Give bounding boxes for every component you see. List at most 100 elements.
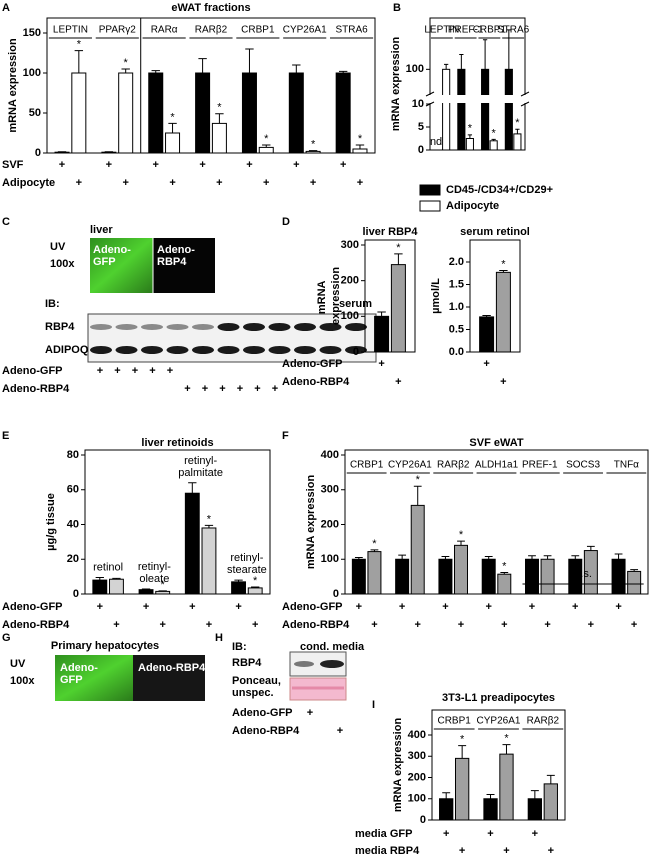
sign: + (143, 601, 149, 613)
error-bar (158, 590, 167, 592)
sign: + (356, 601, 362, 613)
sign: + (458, 619, 464, 631)
chart-title: liver RBP4 (362, 226, 418, 238)
bar (395, 558, 410, 595)
y-tick-label: 0 (73, 588, 79, 600)
category-label: retinyl-oleate (138, 561, 171, 585)
annotation: * (502, 560, 507, 572)
bar (258, 146, 274, 154)
label: RBP4 (45, 321, 75, 333)
sign: + (246, 159, 252, 171)
label: UV (50, 241, 66, 253)
y-axis-label: mRNA expression (390, 37, 402, 132)
error-bar (491, 138, 496, 141)
error-bar (484, 555, 493, 560)
band (217, 323, 240, 331)
error-bar (141, 588, 151, 590)
sign: + (572, 601, 578, 613)
label: serum (339, 298, 372, 310)
bar (454, 757, 470, 821)
sign: + (169, 177, 175, 189)
y-tick-label: 100 (408, 793, 426, 805)
label: IB: (45, 298, 60, 310)
category-label: RARβ2 (527, 716, 560, 727)
label: ADIPOQ (45, 344, 89, 356)
category-label: PPARγ2 (99, 25, 136, 36)
error-bar (546, 774, 555, 784)
y-tick-label: 0.5 (449, 323, 464, 335)
row-label: SVF (2, 159, 24, 171)
annotation: * (416, 474, 421, 486)
sign: + (235, 601, 241, 613)
bar (138, 589, 154, 595)
error-bar (614, 553, 623, 560)
row-label: Adeno-RBP4 (2, 619, 70, 631)
error-bar (377, 311, 386, 317)
band (268, 346, 291, 354)
annotation: * (459, 529, 464, 541)
error-bar (292, 64, 301, 73)
bar (481, 558, 496, 595)
sign: + (615, 601, 621, 613)
band (319, 346, 342, 354)
bar (201, 527, 217, 595)
bands (90, 323, 367, 354)
y-tick-label: 1.5 (449, 278, 464, 290)
y-tick-label: 0.0 (449, 346, 464, 358)
y-tick-label: 150 (23, 27, 41, 39)
label: IB: (232, 641, 247, 653)
category-label: LEPTIN (424, 25, 459, 36)
error-bar (515, 128, 520, 134)
plot-frame (344, 449, 649, 595)
annotation: * (396, 242, 401, 254)
legend-swatch (419, 184, 441, 196)
y-tick-label: 0 (35, 147, 41, 159)
plot-frame (84, 449, 271, 595)
chart-title: 3T3-L1 preadipocytes (442, 692, 555, 704)
y-tick-label: 10 (412, 98, 424, 110)
bar (195, 72, 211, 154)
chart-title: serum retinol (460, 226, 530, 238)
label: Adeno-GFP (2, 365, 63, 377)
bar (499, 753, 514, 821)
error-bar (441, 555, 450, 560)
break-mark (520, 91, 530, 107)
sign: + (184, 383, 190, 395)
chart-title: eWAT fractions (171, 2, 250, 14)
chart-title: liver retinoids (141, 437, 213, 449)
plot-frame (431, 709, 566, 821)
sign: + (202, 383, 208, 395)
y-tick-label: 300 (408, 750, 426, 762)
bar (165, 132, 181, 154)
bar (495, 271, 511, 353)
y-tick-label: 5 (418, 121, 424, 133)
category-label: STRA6 (335, 25, 368, 36)
row-label: Adipocyte (2, 177, 55, 189)
band (166, 324, 189, 330)
error-bar (571, 555, 580, 560)
bar (457, 68, 466, 151)
y-tick-label: 40 (67, 518, 79, 530)
bar (247, 587, 263, 595)
y-tick-label: 200 (321, 518, 339, 530)
plot-frame (364, 239, 416, 353)
bar (92, 579, 108, 595)
error-bar (74, 50, 84, 73)
sign: + (415, 619, 421, 631)
band (294, 661, 314, 667)
y-axis-label: mRNA expression (7, 38, 19, 133)
chart-title: SVF eWAT (469, 437, 523, 449)
category-label: retinyl-palmitate (178, 455, 223, 479)
sign: + (459, 845, 465, 857)
row-label: Adeno-GFP (282, 601, 343, 613)
label: 100x (50, 258, 75, 270)
annotation: * (515, 117, 520, 129)
band (90, 324, 112, 330)
sign: + (206, 619, 212, 631)
error-bar (215, 113, 224, 124)
bar (367, 551, 382, 595)
error-bar (482, 39, 488, 70)
label: Adeno-GFP (232, 707, 293, 719)
plot-frame (469, 239, 521, 353)
